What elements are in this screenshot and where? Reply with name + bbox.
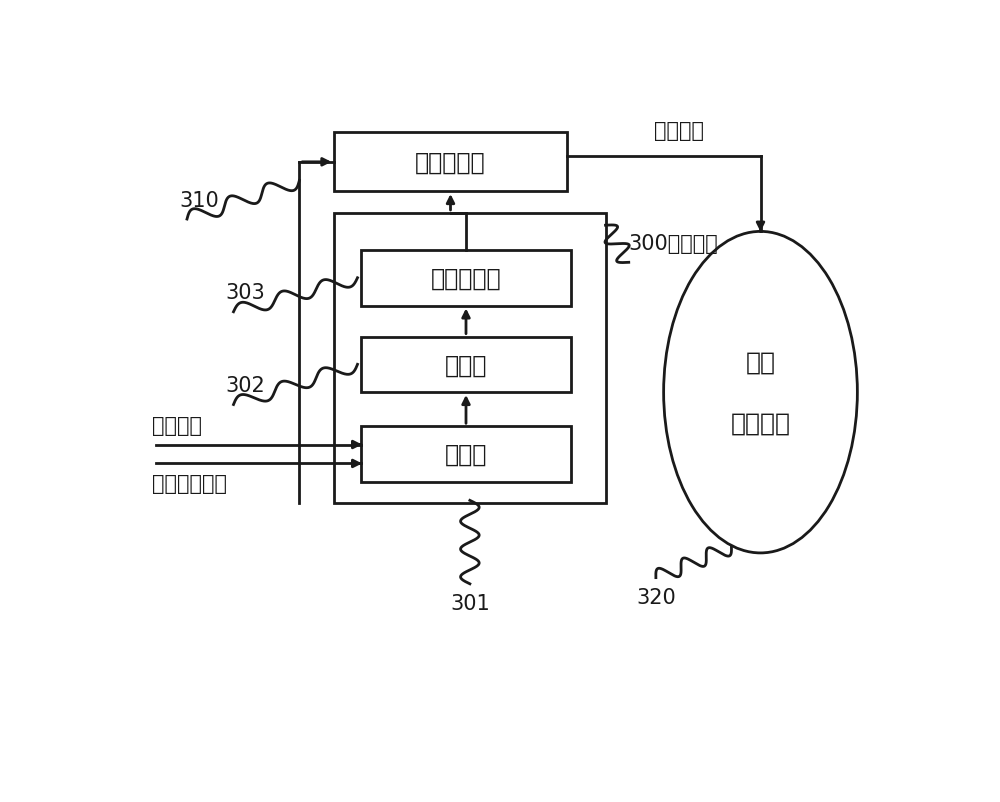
Ellipse shape [664, 232, 857, 553]
Bar [361, 337, 571, 393]
Text: 320: 320 [636, 587, 676, 607]
Bar [334, 133, 567, 192]
Text: 301: 301 [450, 593, 490, 614]
Bar [361, 250, 571, 306]
Text: 反馈时钟输入: 反馈时钟输入 [152, 473, 227, 493]
Text: 303: 303 [226, 283, 266, 303]
Text: 时钟输出: 时钟输出 [654, 121, 704, 141]
Text: 时钟: 时钟 [746, 350, 776, 374]
Text: 302: 302 [226, 376, 266, 395]
Text: 鉴相器: 鉴相器 [445, 443, 487, 467]
Text: 时钟输入: 时钟输入 [152, 415, 202, 435]
Text: 分布网络: 分布网络 [730, 411, 790, 435]
Text: 环路滤波器: 环路滤波器 [431, 266, 501, 290]
Bar [361, 427, 571, 482]
Text: 310: 310 [179, 191, 219, 210]
Text: 300控制电路: 300控制电路 [629, 233, 718, 253]
Text: 电荷泵: 电荷泵 [445, 353, 487, 377]
Bar [334, 213, 606, 504]
Text: 可变延时线: 可变延时线 [415, 151, 486, 175]
